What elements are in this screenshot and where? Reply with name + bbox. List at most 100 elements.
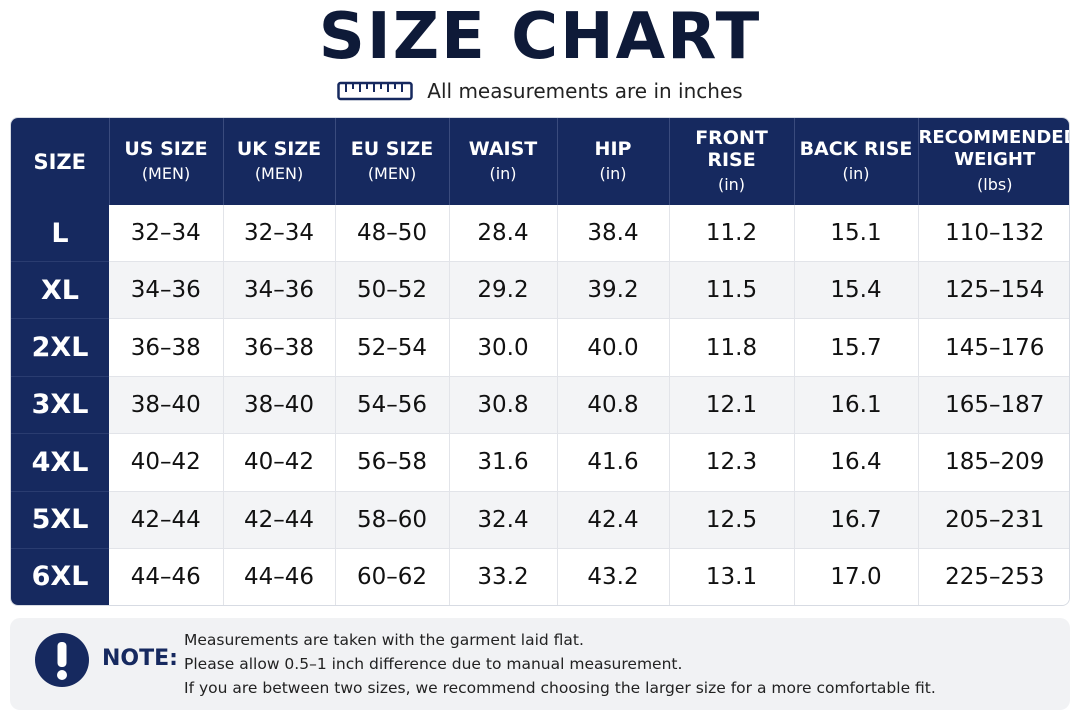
table-row: 6XL 44–46 44–46 60–62 33.2 43.2 13.1 17.0 225–25…	[11, 548, 1069, 605]
table-cell-front-rise: 11.2	[669, 205, 795, 262]
table-cell-eu-size: 56–58	[335, 433, 450, 492]
table-row: XL 34–36 34–36 50–52 29.2 39.2 11.5 15.4 125–154	[11, 261, 1069, 320]
table-cell-hip: 43.2	[557, 548, 670, 605]
table-cell-recommended-weight: 165–187	[918, 376, 1069, 435]
note-line: Measurements are taken with the garment …	[184, 631, 584, 649]
table-cell-us-size: 42–44	[109, 491, 224, 549]
table-cell-uk-size: 36–38	[223, 318, 336, 377]
table-cell-recommended-weight: 110–132	[918, 205, 1069, 262]
table-cell-back-rise: 16.4	[794, 433, 919, 492]
table-cell-eu-size: 54–56	[335, 376, 450, 435]
table-cell-eu-size: 60–62	[335, 548, 450, 605]
size-label-cell: 6XL	[11, 548, 109, 605]
table-row: 4XL 40–42 40–42 56–58 31.6 41.6 12.3 16.4 185–20…	[11, 433, 1069, 492]
column-header-label: UK SIZE	[236, 138, 322, 160]
column-header-waist: WAIST (in)	[449, 118, 558, 205]
table-cell-eu-size: 48–50	[335, 205, 450, 262]
table-cell-us-size: 34–36	[109, 261, 224, 320]
note-line: If you are between two sizes, we recomme…	[184, 679, 936, 697]
table-cell-back-rise: 15.4	[794, 261, 919, 320]
table-cell-eu-size: 50–52	[335, 261, 450, 320]
table-cell-front-rise: 12.1	[669, 376, 795, 435]
table-cell-hip: 40.8	[557, 376, 670, 435]
table-cell-uk-size: 34–36	[223, 261, 336, 320]
column-header-back-rise: BACK RISE (in)	[794, 118, 919, 205]
table-cell-waist: 32.4	[449, 491, 558, 549]
column-header-label: WAIST	[468, 138, 538, 160]
table-cell-hip: 39.2	[557, 261, 670, 320]
table-cell-eu-size: 58–60	[335, 491, 450, 549]
size-label-cell: 4XL	[11, 433, 109, 492]
table-cell-us-size: 36–38	[109, 318, 224, 377]
page-title: SIZE CHART	[318, 0, 762, 74]
column-header-label: FRONT RISE	[695, 127, 768, 171]
column-header-hip: HIP (in)	[557, 118, 670, 205]
table-cell-back-rise: 15.7	[794, 318, 919, 377]
table-cell-front-rise: 12.3	[669, 433, 795, 492]
table-cell-hip: 40.0	[557, 318, 670, 377]
note-lines: Measurements are taken with the garment …	[184, 628, 936, 700]
table-row: L 32–34 32–34 48–50 28.4 38.4 11.2 15.1 110–132	[11, 205, 1069, 262]
size-label-cell: 5XL	[11, 491, 109, 549]
column-header-unit: (in)	[717, 175, 746, 194]
table-cell-us-size: 32–34	[109, 205, 224, 262]
column-header-front-rise: FRONT RISE (in)	[669, 118, 795, 205]
table-cell-waist: 33.2	[449, 548, 558, 605]
column-header-eu-size: EU SIZE (MEN)	[335, 118, 450, 205]
table-header: SIZE US SIZE (MEN) UK SIZE (MEN) EU SIZE (MEN)…	[11, 118, 1070, 205]
table-cell-back-rise: 15.1	[794, 205, 919, 262]
table-body: L 32–34 32–34 48–50 28.4 38.4 11.2 15.1 110–132 X…	[11, 205, 1069, 605]
table-cell-uk-size: 38–40	[223, 376, 336, 435]
column-header-size: SIZE	[11, 118, 110, 205]
subtitle: All measurements are in inches	[427, 79, 743, 103]
exclamation-circle-icon	[35, 633, 89, 687]
column-header-unit: (MEN)	[141, 164, 191, 183]
size-table: SIZE US SIZE (MEN) UK SIZE (MEN) EU SIZE (MEN)…	[10, 117, 1070, 606]
table-cell-hip: 42.4	[557, 491, 670, 549]
table-cell-back-rise: 17.0	[794, 548, 919, 605]
table-cell-front-rise: 11.8	[669, 318, 795, 377]
column-header-uk-size: UK SIZE (MEN)	[223, 118, 336, 205]
table-cell-uk-size: 40–42	[223, 433, 336, 492]
table-cell-hip: 41.6	[557, 433, 670, 492]
column-header-label: SIZE	[33, 149, 86, 174]
table-cell-front-rise: 11.5	[669, 261, 795, 320]
table-cell-uk-size: 44–46	[223, 548, 336, 605]
table-row: 3XL 38–40 38–40 54–56 30.8 40.8 12.1 16.1 165–18…	[11, 376, 1069, 435]
note-line: Please allow 0.5–1 inch difference due t…	[184, 655, 683, 673]
column-header-label: US SIZE	[124, 138, 208, 160]
table-cell-waist: 30.0	[449, 318, 558, 377]
table-cell-hip: 38.4	[557, 205, 670, 262]
column-header-label: BACK RISE	[799, 138, 913, 160]
size-label-cell: 2XL	[11, 318, 109, 377]
size-label-cell: L	[11, 205, 109, 262]
size-label-cell: XL	[11, 261, 109, 320]
table-cell-back-rise: 16.7	[794, 491, 919, 549]
table-cell-recommended-weight: 125–154	[918, 261, 1069, 320]
table-row: 5XL 42–44 42–44 58–60 32.4 42.4 12.5 16.7 205–23…	[11, 491, 1069, 549]
column-header-label: RECOMMENDED WEIGHT	[918, 127, 1070, 170]
table-cell-recommended-weight: 225–253	[918, 548, 1069, 605]
table-cell-us-size: 38–40	[109, 376, 224, 435]
column-header-unit: (in)	[489, 164, 517, 183]
table-cell-recommended-weight: 185–209	[918, 433, 1069, 492]
subtitle-row: All measurements are in inches	[0, 76, 1080, 106]
table-cell-waist: 31.6	[449, 433, 558, 492]
column-header-us-size: US SIZE (MEN)	[109, 118, 224, 205]
size-label-cell: 3XL	[11, 376, 109, 435]
table-cell-waist: 28.4	[449, 205, 558, 262]
column-header-unit: (MEN)	[367, 164, 417, 183]
table-cell-front-rise: 13.1	[669, 548, 795, 605]
table-cell-waist: 30.8	[449, 376, 558, 435]
table-cell-back-rise: 16.1	[794, 376, 919, 435]
column-header-unit: (MEN)	[254, 164, 304, 183]
table-cell-recommended-weight: 145–176	[918, 318, 1069, 377]
table-cell-uk-size: 32–34	[223, 205, 336, 262]
table-cell-eu-size: 52–54	[335, 318, 450, 377]
column-header-label: EU SIZE	[350, 138, 434, 160]
note-box: NOTE: Measurements are taken with the ga…	[10, 618, 1070, 710]
column-header-unit: (in)	[842, 164, 870, 183]
table-cell-waist: 29.2	[449, 261, 558, 320]
ruler-icon	[337, 81, 414, 101]
table-cell-uk-size: 42–44	[223, 491, 336, 549]
